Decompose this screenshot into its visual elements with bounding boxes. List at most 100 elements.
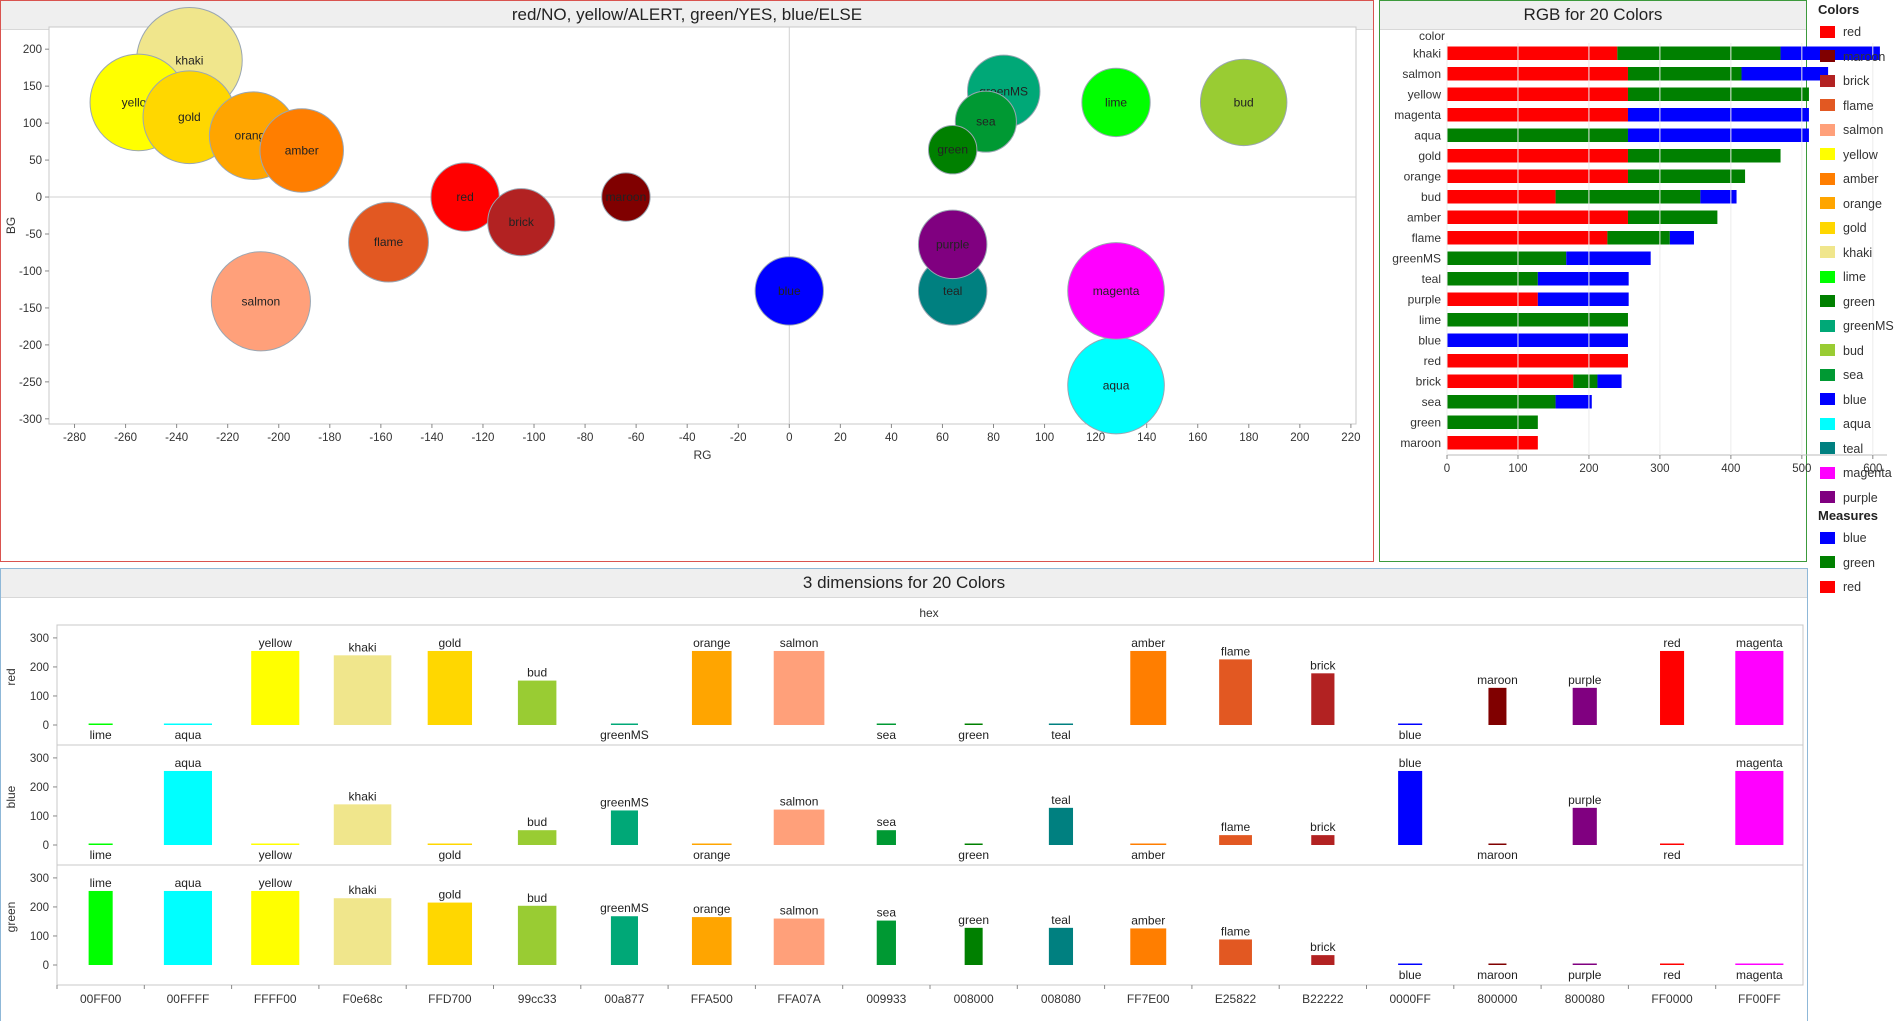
dimensions-bar-red <box>88 723 113 725</box>
dimensions-hex-label: 008080 <box>1041 992 1081 1006</box>
legend-measure-blue[interactable]: blue <box>1820 530 1867 546</box>
rgb-bar-red <box>1447 354 1628 368</box>
dimensions-bar-label: maroon <box>1477 673 1518 687</box>
dimensions-hex-label: 00FF00 <box>80 992 122 1006</box>
legend-measure-red[interactable]: red <box>1820 579 1861 595</box>
dimensions-bar-label: green <box>958 728 989 742</box>
legend-item-greenMS[interactable]: greenMS <box>1820 318 1894 334</box>
rgb-bar-green <box>1627 169 1746 183</box>
dimensions-bar-red <box>964 723 983 725</box>
dimensions-bar-green <box>1735 963 1784 965</box>
scatter-point-label: aqua <box>1103 379 1130 393</box>
dimensions-bar-label: purple <box>1568 968 1602 982</box>
dimensions-bar-label: amber <box>1131 636 1165 650</box>
legend-item-orange[interactable]: orange <box>1820 196 1882 212</box>
legend-item-magenta[interactable]: magenta <box>1820 465 1892 481</box>
rgb-x-tick-label: 500 <box>1792 463 1811 475</box>
dimensions-row-label: blue <box>4 785 18 808</box>
dimensions-bar-label: orange <box>693 636 731 650</box>
legend-item-green[interactable]: green <box>1820 294 1875 310</box>
scatter-y-tick-label: -100 <box>19 266 42 278</box>
dimensions-bar-blue <box>333 804 392 845</box>
dimensions-bar-label: magenta <box>1736 636 1783 650</box>
dimensions-bar-label: yellow <box>259 636 293 650</box>
legend-item-red[interactable]: red <box>1820 24 1861 40</box>
dimensions-y-tick-label: 300 <box>30 633 49 645</box>
legend-label: salmon <box>1843 123 1884 137</box>
legend-item-blue[interactable]: blue <box>1820 392 1867 408</box>
dimensions-bar-blue <box>876 830 896 845</box>
dimensions-bar-green <box>1660 963 1685 965</box>
legend-label: gold <box>1843 221 1867 235</box>
dimensions-bar-blue <box>1660 843 1685 845</box>
rgb-category-label: orange <box>1404 169 1442 183</box>
dimensions-bar-red <box>1488 687 1507 725</box>
scatter-x-tick-label: -80 <box>577 432 594 444</box>
legend-swatch <box>1820 270 1835 283</box>
dimensions-bar-label: green <box>958 913 989 927</box>
legend-item-yellow[interactable]: yellow <box>1820 147 1878 163</box>
dimensions-bar-blue <box>517 830 557 845</box>
scatter-point-magenta <box>1067 242 1165 340</box>
legend-item-gold[interactable]: gold <box>1820 220 1867 236</box>
legend-swatch <box>1820 74 1835 87</box>
dimensions-bar-green <box>1048 927 1074 965</box>
scatter-point-label: brick <box>509 215 535 229</box>
legend-swatch <box>1820 344 1835 357</box>
dimensions-bar-green <box>1572 963 1597 965</box>
legend-swatch <box>1820 491 1835 504</box>
legend-item-sea[interactable]: sea <box>1820 367 1863 383</box>
dimensions-y-tick-label: 200 <box>30 782 49 794</box>
legend-measure-green[interactable]: green <box>1820 555 1875 571</box>
rgb-x-tick-label: 0 <box>1444 463 1450 475</box>
scatter-point-label: purple <box>936 237 970 251</box>
scatter-y-tick-label: 200 <box>23 44 42 56</box>
dimensions-row-label: red <box>4 668 18 685</box>
rgb-x-tick-label: 100 <box>1508 463 1527 475</box>
legend-item-purple[interactable]: purple <box>1820 490 1878 506</box>
dimensions-bar-label: red <box>1663 848 1680 862</box>
dimensions-bar-label: amber <box>1131 913 1165 927</box>
scatter-y-tick-label: -200 <box>19 340 42 352</box>
legend-item-flame[interactable]: flame <box>1820 98 1874 114</box>
rgb-category-label: gold <box>1418 149 1441 163</box>
dimensions-panel: 3 dimensions for 20 Colors hex red 0 100 200… <box>0 568 1808 1021</box>
scatter-x-tick-label: -120 <box>471 432 494 444</box>
legend-item-brick[interactable]: brick <box>1820 73 1869 89</box>
legend-item-maroon[interactable]: maroon <box>1820 49 1885 65</box>
legend-colors-title: Colors <box>1818 2 1860 17</box>
dimensions-y-tick-label: 0 <box>43 960 49 972</box>
dimensions-bar-label: gold <box>439 848 462 862</box>
legend-item-khaki[interactable]: khaki <box>1820 245 1872 261</box>
scatter-y-tick-label: -50 <box>25 229 42 241</box>
rgb-bar-blue <box>1669 231 1694 245</box>
dimensions-bar-label: brick <box>1310 820 1336 834</box>
legend-item-bud[interactable]: bud <box>1820 343 1864 359</box>
legend-item-lime[interactable]: lime <box>1820 269 1866 285</box>
dimensions-bar-green <box>1398 963 1423 965</box>
rgb-x-tick-label: 600 <box>1863 463 1882 475</box>
dimensions-bar-label: maroon <box>1477 848 1518 862</box>
scatter-x-tick-label: 140 <box>1137 432 1156 444</box>
dimensions-bar-blue <box>1735 770 1784 845</box>
dimensions-bar-red <box>876 723 896 725</box>
rgb-bar-red <box>1447 190 1556 204</box>
dimensions-bar-label: blue <box>1399 756 1422 770</box>
dimensions-y-tick-label: 200 <box>30 662 49 674</box>
dimensions-y-tick-label: 300 <box>30 753 49 765</box>
dimensions-bar-label: red <box>1663 968 1680 982</box>
dimensions-bar-label: blue <box>1399 968 1422 982</box>
legend-label: greenMS <box>1843 319 1894 333</box>
legend-item-amber[interactable]: amber <box>1820 171 1878 187</box>
legend-label: teal <box>1843 441 1864 456</box>
legend-swatch <box>1820 172 1835 185</box>
dimensions-bar-red <box>1048 723 1074 725</box>
scatter-point-label: flame <box>374 235 404 249</box>
legend-item-aqua[interactable]: aqua <box>1820 416 1871 432</box>
dimensions-hex-label: 009933 <box>866 992 906 1006</box>
rgb-bar-red <box>1447 87 1628 101</box>
legend-item-salmon[interactable]: salmon <box>1820 122 1883 138</box>
legend-label: red <box>1843 580 1862 594</box>
legend-item-teal[interactable]: teal <box>1820 441 1863 457</box>
rgb-category-label: red <box>1424 354 1441 368</box>
